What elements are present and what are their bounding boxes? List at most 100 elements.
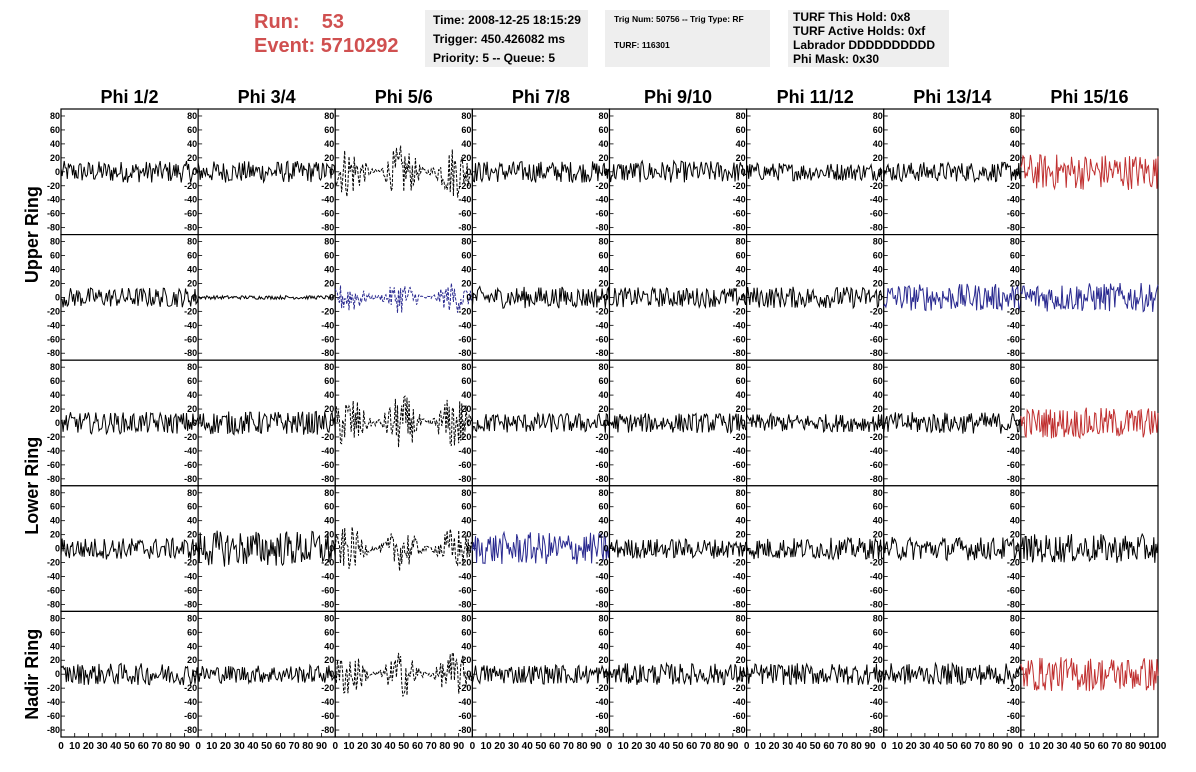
- y-tick-label: -80: [321, 223, 334, 233]
- y-tick-label: 80: [736, 488, 746, 498]
- waveform-panel: 80 60 40 20 0 -20 -40 -60 -80: [1007, 234, 1159, 361]
- x-tick-label: 50: [947, 741, 959, 752]
- y-tick-label: 0: [1015, 292, 1020, 302]
- y-tick-label: -20: [47, 181, 60, 191]
- x-tick-label: 30: [1056, 741, 1068, 752]
- y-tick-label: 80: [324, 111, 334, 121]
- y-tick-label: -60: [870, 334, 883, 344]
- y-tick-label: 80: [873, 362, 883, 372]
- waveform-trace: [609, 661, 748, 686]
- waveform-panel: 80 60 40 20 0 -20 -40 -60 -80: [733, 108, 885, 236]
- waveform-panel: 80 60 40 20 0 -20 -40 -60 -80: [47, 485, 199, 612]
- y-tick-label: 80: [1010, 237, 1020, 247]
- y-tick-label: 0: [329, 669, 334, 679]
- y-tick-label: 0: [603, 544, 608, 554]
- y-tick-label: 80: [50, 111, 60, 121]
- y-tick-label: 80: [736, 111, 746, 121]
- y-tick-label: -80: [47, 348, 60, 358]
- y-tick-label: 60: [1010, 251, 1020, 261]
- x-tick-label: 100: [1150, 741, 1167, 752]
- y-tick-label: -80: [733, 223, 746, 233]
- y-tick-label: 40: [598, 390, 608, 400]
- waveform-trace: [746, 536, 885, 561]
- y-tick-label: -20: [870, 181, 883, 191]
- y-tick-label: -60: [184, 460, 197, 470]
- y-tick-label: -40: [595, 697, 608, 707]
- y-tick-label: 0: [1015, 418, 1020, 428]
- y-tick-label: 80: [736, 362, 746, 372]
- x-tick-label: 10: [1029, 741, 1041, 752]
- y-tick-label: -40: [321, 446, 334, 456]
- y-tick-label: 60: [873, 125, 883, 135]
- y-tick-label: -20: [1007, 432, 1020, 442]
- y-tick-label: 0: [55, 418, 60, 428]
- y-tick-label: -60: [321, 209, 334, 219]
- y-tick-label: 20: [187, 153, 197, 163]
- y-tick-label: 0: [192, 544, 197, 554]
- y-tick-label: -80: [733, 474, 746, 484]
- y-tick-label: 0: [1015, 167, 1020, 177]
- y-tick-label: -20: [184, 683, 197, 693]
- waveform-trace: [1020, 532, 1159, 563]
- y-tick-label: 20: [1010, 404, 1020, 414]
- waveform-panel: 80 60 40 20 0 -20 -40 -60 -80: [184, 359, 336, 487]
- waveform-trace: [746, 286, 885, 310]
- y-tick-label: 0: [741, 167, 746, 177]
- waveform-panel: 80 60 40 20 0 -20 -40 -60 -80: [458, 234, 611, 361]
- waveform-panel: 80 60 40 20 0 -20 -40 -60 -80: [733, 610, 885, 738]
- panel-frame: [608, 610, 748, 738]
- y-tick-label: 0: [741, 544, 746, 554]
- x-tick-label: 30: [782, 741, 794, 752]
- y-tick-label: 0: [1015, 544, 1020, 554]
- y-tick-label: -80: [1007, 474, 1020, 484]
- y-tick-label: 0: [329, 292, 334, 302]
- x-tick-label: 50: [810, 741, 822, 752]
- y-tick-label: 20: [1010, 278, 1020, 288]
- panel-frame: [334, 234, 473, 361]
- panel-frame: [197, 610, 336, 738]
- y-tick-label: -40: [321, 572, 334, 582]
- waveform-trace: [883, 661, 1022, 686]
- y-tick-label: 80: [873, 237, 883, 247]
- y-tick-label: -20: [321, 683, 334, 693]
- y-tick-label: 0: [741, 418, 746, 428]
- y-tick-label: -60: [321, 711, 334, 721]
- y-tick-label: -40: [47, 697, 60, 707]
- y-tick-label: 0: [329, 167, 334, 177]
- y-tick-label: 80: [50, 488, 60, 498]
- y-tick-label: 80: [187, 111, 197, 121]
- y-tick-label: -40: [595, 446, 608, 456]
- y-tick-label: -60: [733, 334, 746, 344]
- y-tick-label: -80: [870, 725, 883, 735]
- x-tick-label: 70: [563, 741, 575, 752]
- waveform-trace: [60, 411, 199, 436]
- x-tick-label: 30: [97, 741, 109, 752]
- y-tick-label: -20: [184, 181, 197, 191]
- y-tick-label: -80: [595, 599, 608, 609]
- y-tick-label: -60: [458, 711, 471, 721]
- y-tick-label: -80: [870, 599, 883, 609]
- panel-frame: [334, 485, 473, 612]
- y-tick-label: 80: [1010, 362, 1020, 372]
- y-tick-label: 80: [187, 237, 197, 247]
- x-tick-label: 80: [165, 741, 177, 752]
- x-tick-label: 0: [470, 741, 476, 752]
- y-tick-label: 20: [324, 530, 334, 540]
- y-tick-label: -80: [321, 474, 334, 484]
- column-label: Phi 5/6: [375, 87, 433, 107]
- waveform-trace: [60, 662, 199, 687]
- y-tick-label: 60: [50, 125, 60, 135]
- y-tick-label: 60: [187, 251, 197, 261]
- y-tick-label: 60: [736, 502, 746, 512]
- y-tick-label: -20: [184, 558, 197, 568]
- y-tick-label: -80: [458, 599, 471, 609]
- y-tick-label: 40: [187, 390, 197, 400]
- waveform-panel: 80 60 40 20 0 -20 -40 -60 -80: [321, 108, 473, 236]
- y-tick-label: 80: [598, 488, 608, 498]
- y-tick-label: 40: [324, 264, 334, 274]
- x-tick-label: 80: [439, 741, 451, 752]
- y-tick-label: -20: [870, 558, 883, 568]
- x-tick-label: 20: [1043, 741, 1055, 752]
- y-tick-label: -60: [870, 209, 883, 219]
- x-tick-label: 40: [796, 741, 808, 752]
